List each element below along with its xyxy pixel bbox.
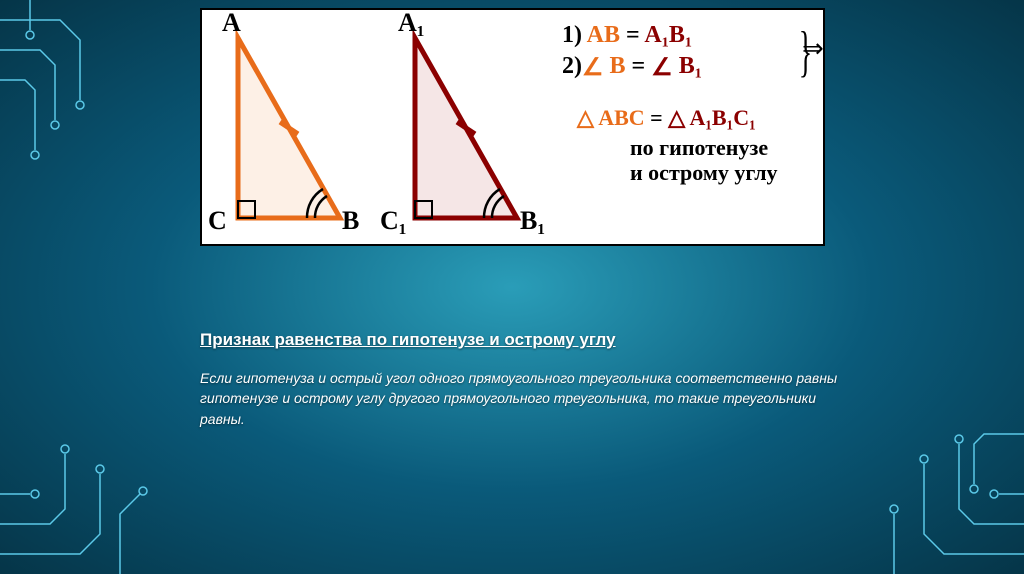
cond2-rhs: B₁ xyxy=(679,53,702,79)
math-conclusion: △ ABC = △ A₁B₁C₁ xyxy=(577,105,756,131)
cond2-prefix: 2) xyxy=(562,53,582,79)
angle-icon-2: ∠ xyxy=(651,53,673,84)
delta-icon-1: △ xyxy=(577,105,598,130)
cond1-prefix: 1) xyxy=(562,22,587,48)
cond2-lhs: B xyxy=(610,53,626,79)
concl-eq: = xyxy=(645,105,669,130)
concl-label-2: и острому углу xyxy=(630,160,778,185)
cond1-eq: = xyxy=(620,22,644,48)
circuit-bottom-left xyxy=(0,424,200,574)
theorem-body: Если гипотенуза и острый угол одного пря… xyxy=(200,368,840,429)
label-A: A xyxy=(222,8,241,38)
theorem-heading: Признак равенства по гипотенузе и остром… xyxy=(200,330,840,350)
label-C1: C₁ xyxy=(380,206,407,236)
concl-label: по гипотенузе и острому углу xyxy=(630,135,778,186)
concl-rhs: A₁B₁C₁ xyxy=(689,105,755,130)
label-C: C xyxy=(208,206,227,236)
theorem-figure-box: A C B A₁ C₁ B₁ 1) AB = A₁B₁ 2)∠ B = ∠ B₁… xyxy=(200,8,825,246)
label-A1: A₁ xyxy=(398,8,425,38)
delta-icon-2: △ xyxy=(668,105,689,130)
theorem-text-block: Признак равенства по гипотенузе и остром… xyxy=(200,330,840,429)
label-B1: B₁ xyxy=(520,206,545,236)
cond1-lhs: AB xyxy=(587,22,620,48)
math-conditions: 1) AB = A₁B₁ 2)∠ B = ∠ B₁ xyxy=(562,20,702,82)
implies-arrow-icon: ⇒ xyxy=(802,34,824,64)
angle-icon-1: ∠ xyxy=(582,53,604,84)
cond1-rhs: A₁B₁ xyxy=(644,22,692,48)
concl-lhs: ABC xyxy=(598,105,644,130)
cond2-eq: = xyxy=(626,53,652,79)
concl-label-1: по гипотенузе xyxy=(630,135,778,160)
circuit-top-left xyxy=(0,0,170,180)
label-B: B xyxy=(342,206,359,236)
